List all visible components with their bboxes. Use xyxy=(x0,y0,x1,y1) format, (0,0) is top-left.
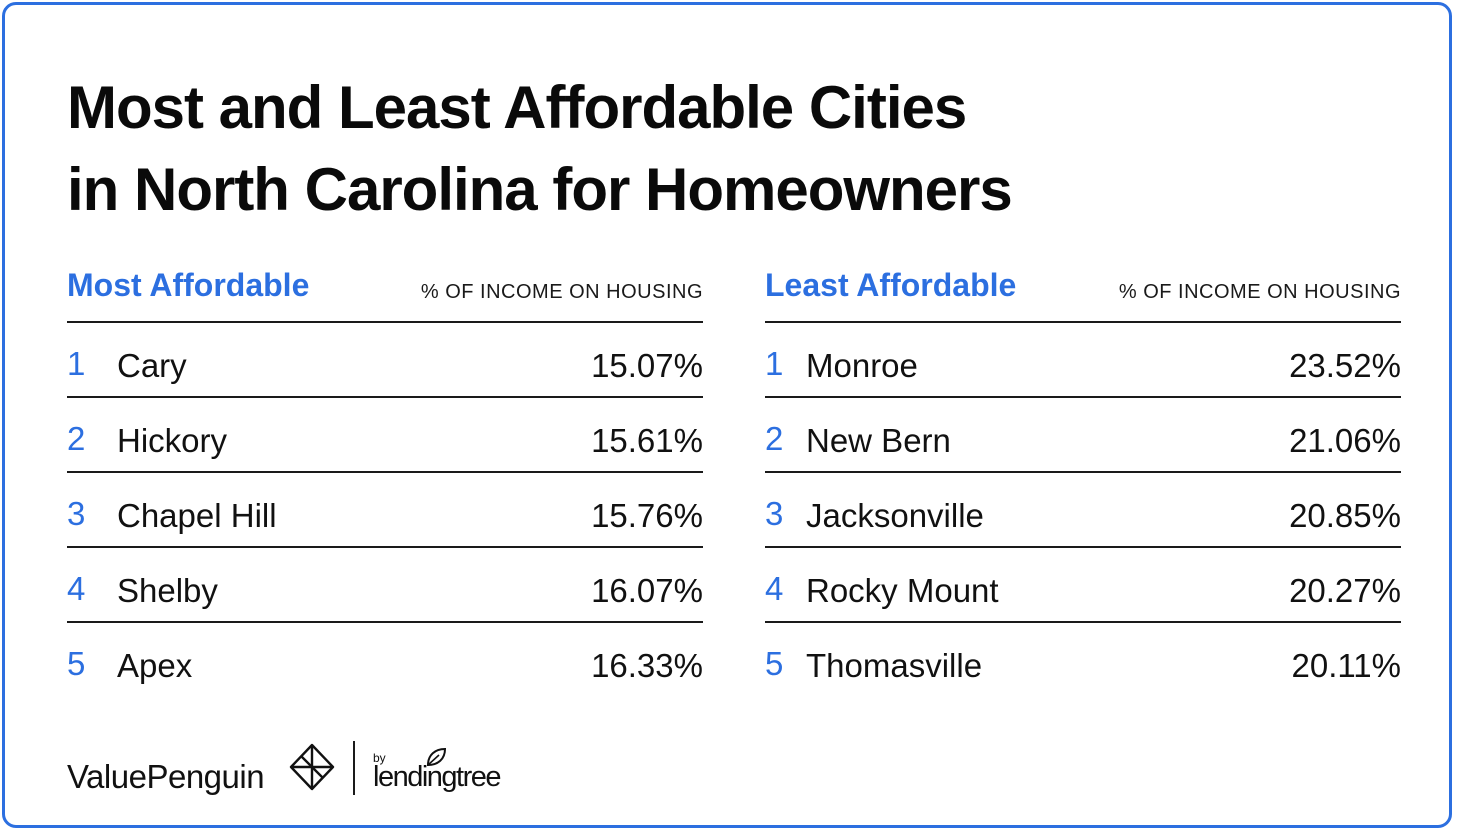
rank-number: 2 xyxy=(765,420,784,457)
least-affordable-table: Least Affordable % OF INCOME ON HOUSING … xyxy=(765,267,1401,696)
rank-number: 5 xyxy=(765,645,784,682)
percent-value: 20.11% xyxy=(1291,647,1401,684)
percent-value: 15.61% xyxy=(591,422,703,459)
table-row: 1 Monroe 23.52% xyxy=(765,323,1401,398)
table-header: Least Affordable % OF INCOME ON HOUSING xyxy=(765,267,1401,323)
city-name: Apex xyxy=(117,647,193,684)
percent-value: 15.07% xyxy=(591,347,703,384)
most-affordable-table: Most Affordable % OF INCOME ON HOUSING 1… xyxy=(67,267,703,696)
table-row: 5 Thomasville 20.11% xyxy=(765,623,1401,696)
brand-divider xyxy=(353,741,355,795)
table-row: 2 New Bern 21.06% xyxy=(765,398,1401,473)
city-name: Rocky Mount xyxy=(806,572,999,609)
city-name: Chapel Hill xyxy=(117,497,277,534)
city-name: Monroe xyxy=(806,347,918,384)
percent-value: 20.27% xyxy=(1289,572,1401,609)
column-header: % OF INCOME ON HOUSING xyxy=(420,281,703,303)
table-row: 4 Shelby 16.07% xyxy=(67,548,703,623)
percent-value: 21.06% xyxy=(1289,422,1401,459)
rank-number: 1 xyxy=(67,345,86,382)
rank-number: 1 xyxy=(765,345,784,382)
leaf-icon xyxy=(426,747,447,767)
table-row: 3 Chapel Hill 15.76% xyxy=(67,473,703,548)
title-line-2: in North Carolina for Homeowners xyxy=(67,156,1013,223)
table-heading: Least Affordable xyxy=(765,267,1017,303)
table-heading: Most Affordable xyxy=(67,267,310,303)
percent-value: 16.07% xyxy=(591,572,703,609)
percent-value: 16.33% xyxy=(591,647,703,684)
valuepenguin-logo-icon xyxy=(289,743,335,791)
column-header: % OF INCOME ON HOUSING xyxy=(1118,281,1401,303)
city-name: Hickory xyxy=(117,422,228,459)
city-name: Shelby xyxy=(117,572,218,609)
table-row: 5 Apex 16.33% xyxy=(67,623,703,696)
city-name: New Bern xyxy=(806,422,951,459)
rank-number: 2 xyxy=(67,420,86,457)
valuepenguin-wordmark: ValuePenguin xyxy=(67,758,265,795)
page-title: Most and Least Affordable Cities in Nort… xyxy=(67,67,1013,231)
table-row: 3 Jacksonville 20.85% xyxy=(765,473,1401,548)
rank-number: 4 xyxy=(67,570,86,607)
rank-number: 3 xyxy=(67,495,86,532)
table-row: 2 Hickory 15.61% xyxy=(67,398,703,473)
city-name: Jacksonville xyxy=(806,497,984,534)
table-header: Most Affordable % OF INCOME ON HOUSING xyxy=(67,267,703,323)
percent-value: 23.52% xyxy=(1289,347,1401,384)
table-row: 4 Rocky Mount 20.27% xyxy=(765,548,1401,623)
rank-number: 5 xyxy=(67,645,86,682)
percent-value: 15.76% xyxy=(591,497,703,534)
lendingtree-wordmark: lendingtree xyxy=(373,761,502,793)
by-label: by xyxy=(373,751,386,765)
table-row: 1 Cary 15.07% xyxy=(67,323,703,398)
percent-value: 20.85% xyxy=(1289,497,1401,534)
city-name: Thomasville xyxy=(806,647,983,684)
title-line-1: Most and Least Affordable Cities xyxy=(67,74,967,141)
city-name: Cary xyxy=(117,347,187,384)
rank-number: 4 xyxy=(765,570,784,607)
rank-number: 3 xyxy=(765,495,784,532)
